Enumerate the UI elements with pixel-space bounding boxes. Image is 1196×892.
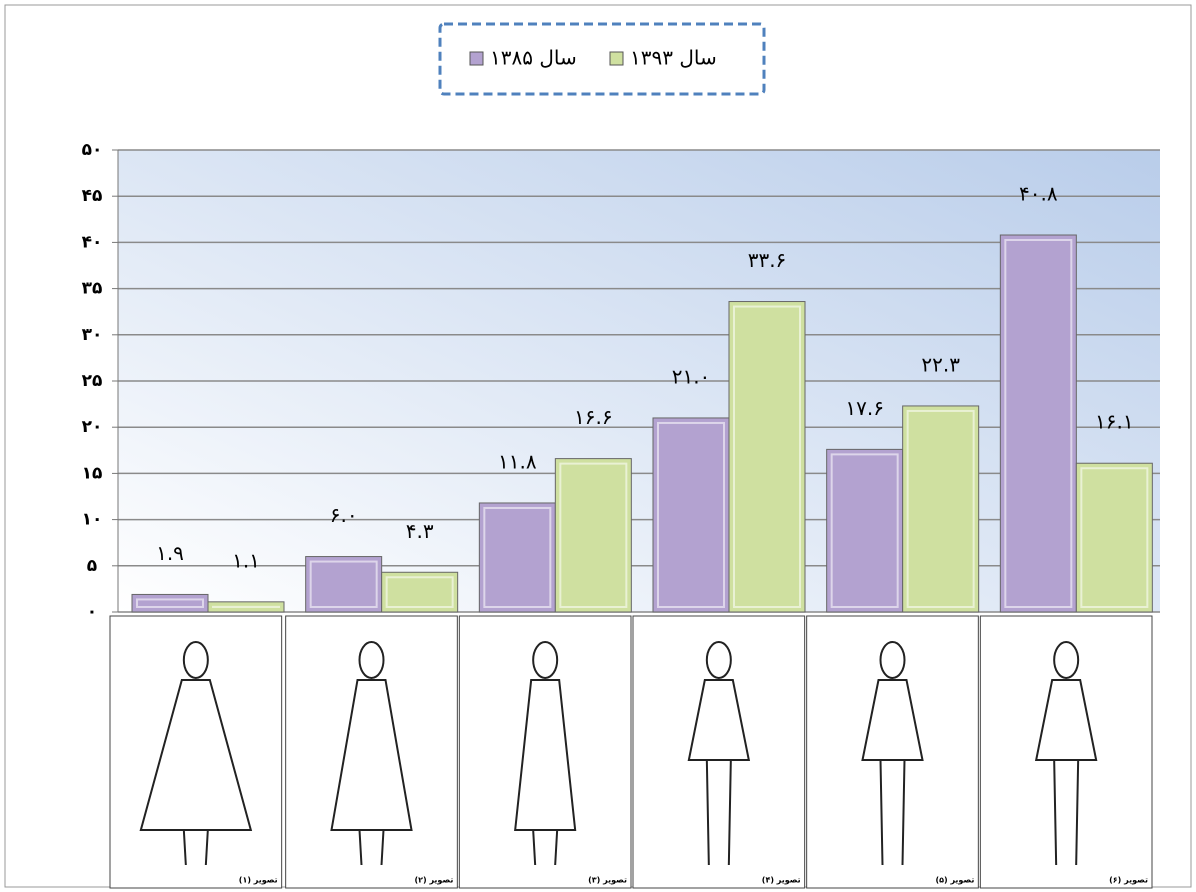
y-tick-label: ۱۰ [82,510,103,530]
bar [903,406,979,612]
bar [1000,235,1076,612]
y-tick-label: ۳۰ [82,325,103,345]
bar [729,302,805,612]
bar [555,459,631,612]
picture-frame [110,616,282,888]
y-tick-label: ۱۵ [82,463,103,483]
y-tick-label: ۴۵ [82,186,103,206]
y-tick-label: ۵۰ [82,140,103,160]
picture-frame [286,616,458,888]
y-tick-label: ۳۵ [82,279,103,299]
category-picture: تصویر (۵) [807,616,979,888]
bar [1076,463,1152,612]
value-label: ۱.۹ [156,541,184,565]
picture-frame [980,616,1152,888]
value-label: ۴.۳ [406,519,434,543]
y-tick-label: ۴۰ [82,232,103,252]
y-tick-label: ۵ [87,556,97,576]
value-label: ۱.۱ [232,548,260,572]
picture-frame [459,616,631,888]
value-label: ۶.۰ [330,503,358,527]
value-label: ۳۳.۶ [748,248,787,272]
x-tick-label: تصویر (۳) [588,876,627,885]
bar [306,557,382,612]
legend-label: سال ۱۳۹۳ [630,46,717,70]
y-tick-label: ۲۵ [82,371,103,391]
bar [479,503,555,612]
category-picture: تصویر (۳) [459,616,631,888]
value-label: ۱۶.۱ [1095,410,1134,434]
y-tick-label: ۰ [87,602,97,622]
y-tick-label: ۲۰ [82,417,103,437]
x-tick-label: تصویر (۶) [1109,876,1148,885]
picture-frame [633,616,805,888]
legend-label: سال ۱۳۸۵ [490,46,577,70]
x-tick-label: تصویر (۵) [935,876,974,885]
value-label: ۲۱.۰ [672,364,711,388]
value-label: ۱۶.۶ [574,405,613,429]
x-tick-label: تصویر (۲) [414,876,453,885]
category-picture: تصویر (۶) [980,616,1152,888]
value-label: ۲۲.۳ [921,352,960,376]
bar [653,418,729,612]
legend-swatch [470,52,483,65]
bar [132,594,208,612]
category-picture: تصویر (۲) [286,616,458,888]
value-label: ۱۱.۸ [498,449,537,473]
bar [827,449,903,612]
value-label: ۴۰.۸ [1019,182,1058,206]
category-picture: تصویر (۴) [633,616,805,888]
category-picture: تصویر (۱) [110,616,282,888]
x-tick-label: تصویر (۱) [239,876,278,885]
value-label: ۱۷.۶ [845,396,884,420]
x-tick-label: تصویر (۴) [762,876,801,885]
legend-swatch [610,52,623,65]
picture-frame [807,616,979,888]
chart: ۰ ۵ ۱۰ ۱۵ ۲۰ ۲۵ ۳۰ ۳۵ ۴۰ ۴۵ ۵۰ سال ۱۳۸۵ سال ۱۳۹۳ ۱.۹ ۶… [0,0,1196,892]
